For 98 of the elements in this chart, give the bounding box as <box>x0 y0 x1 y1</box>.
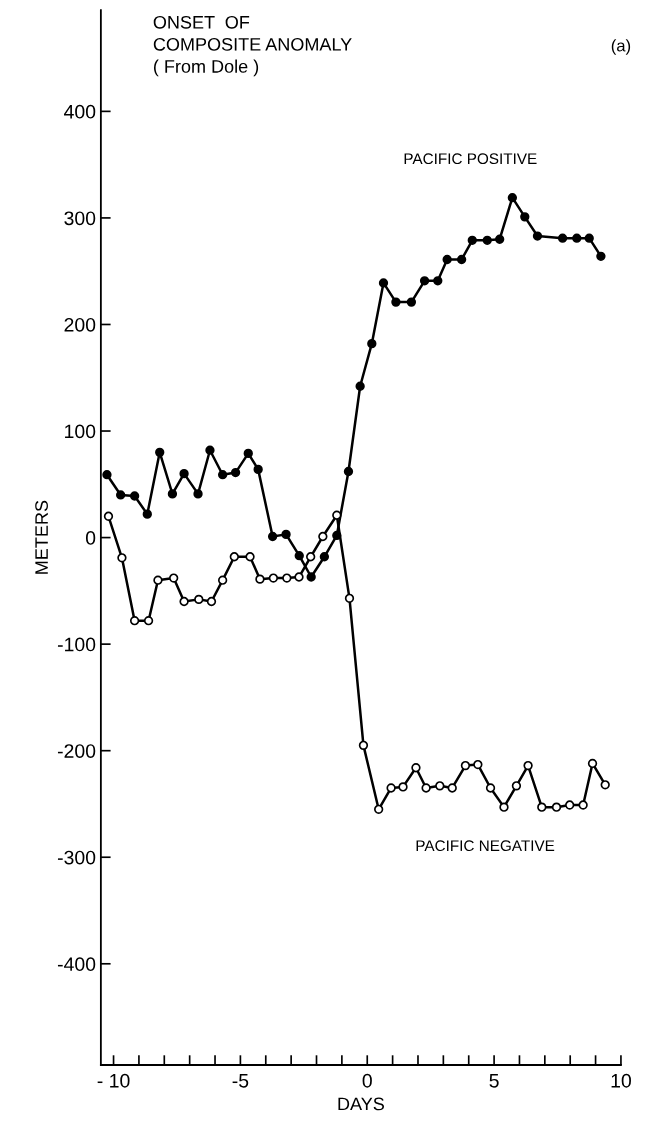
point <box>485 783 496 793</box>
point <box>511 781 522 791</box>
point <box>129 491 140 501</box>
point <box>386 783 396 793</box>
point <box>398 782 408 792</box>
point <box>255 574 265 584</box>
point <box>153 575 163 585</box>
point <box>143 616 154 626</box>
point <box>421 783 431 793</box>
point <box>578 800 588 810</box>
x-tick-label: 0 <box>362 1073 372 1088</box>
point <box>268 573 279 583</box>
point <box>129 616 140 626</box>
point <box>378 278 389 288</box>
annotation: (a) <box>611 39 631 55</box>
point <box>467 235 477 245</box>
point <box>294 551 304 561</box>
x-axis-title: DAYS <box>338 1097 384 1111</box>
point <box>565 800 575 810</box>
point <box>117 553 127 563</box>
point <box>169 573 179 583</box>
y-tick-label: -100 <box>57 637 96 652</box>
point <box>551 802 562 812</box>
point <box>532 231 543 241</box>
point <box>155 447 165 457</box>
point <box>507 193 518 203</box>
point <box>306 572 316 582</box>
point <box>391 297 401 307</box>
x-tick-label: -5 <box>232 1074 249 1088</box>
y-tick-label: -200 <box>57 744 96 758</box>
point <box>206 596 217 607</box>
point <box>523 760 533 771</box>
point <box>319 552 330 562</box>
point <box>411 763 421 773</box>
point <box>194 594 204 605</box>
y-tick-label: 0 <box>85 531 96 545</box>
point <box>460 760 471 771</box>
point <box>499 802 509 812</box>
point <box>318 531 328 542</box>
point <box>344 593 355 603</box>
point <box>193 489 203 499</box>
point <box>456 254 467 265</box>
point <box>447 783 457 793</box>
point <box>374 804 384 814</box>
point <box>495 234 505 244</box>
point <box>229 552 239 562</box>
point <box>167 489 178 499</box>
text: ONSET OF COMPOSITE ANOMALY ( From Dole ) <box>153 15 352 77</box>
point <box>217 470 228 480</box>
point <box>179 468 189 479</box>
point <box>281 529 291 540</box>
point <box>520 212 530 222</box>
point <box>282 573 292 583</box>
y-tick-label: 100 <box>65 424 96 439</box>
point <box>600 780 610 790</box>
point <box>245 552 255 562</box>
y-tick-label: -400 <box>57 957 96 972</box>
point <box>103 511 114 521</box>
point <box>406 297 417 307</box>
y-tick-label: 200 <box>64 317 96 332</box>
point <box>584 233 594 243</box>
x-tick-label: - 10 <box>97 1073 130 1088</box>
point <box>267 531 278 542</box>
point <box>572 233 582 243</box>
point <box>306 552 316 562</box>
point <box>419 276 430 286</box>
point <box>116 490 126 500</box>
y-tick-label: -300 <box>57 850 96 865</box>
point <box>435 781 445 791</box>
point <box>332 510 342 520</box>
y-tick-label: 400 <box>64 104 96 119</box>
point <box>343 466 354 477</box>
point <box>442 254 452 265</box>
point <box>205 445 215 455</box>
point <box>482 235 492 245</box>
y-axis-title: METERS <box>35 500 48 574</box>
series-label: PACIFIC NEGATIVE <box>416 840 555 852</box>
point <box>355 381 365 391</box>
point <box>102 470 112 480</box>
point <box>294 572 304 582</box>
x-tick-label: 5 <box>489 1074 499 1088</box>
point <box>433 276 443 286</box>
point <box>587 758 598 769</box>
point <box>230 467 241 478</box>
point <box>243 448 253 459</box>
point <box>596 251 606 261</box>
point <box>217 575 228 585</box>
point <box>142 509 152 519</box>
text: PACIFIC POSITIVE <box>404 153 537 165</box>
x-tick-label: 10 <box>611 1073 631 1088</box>
point <box>179 596 189 607</box>
point <box>253 464 263 475</box>
point <box>557 233 568 243</box>
y-tick-label: 300 <box>64 211 96 226</box>
point <box>367 338 377 349</box>
point <box>358 740 369 751</box>
point <box>473 759 483 770</box>
point <box>537 802 547 812</box>
